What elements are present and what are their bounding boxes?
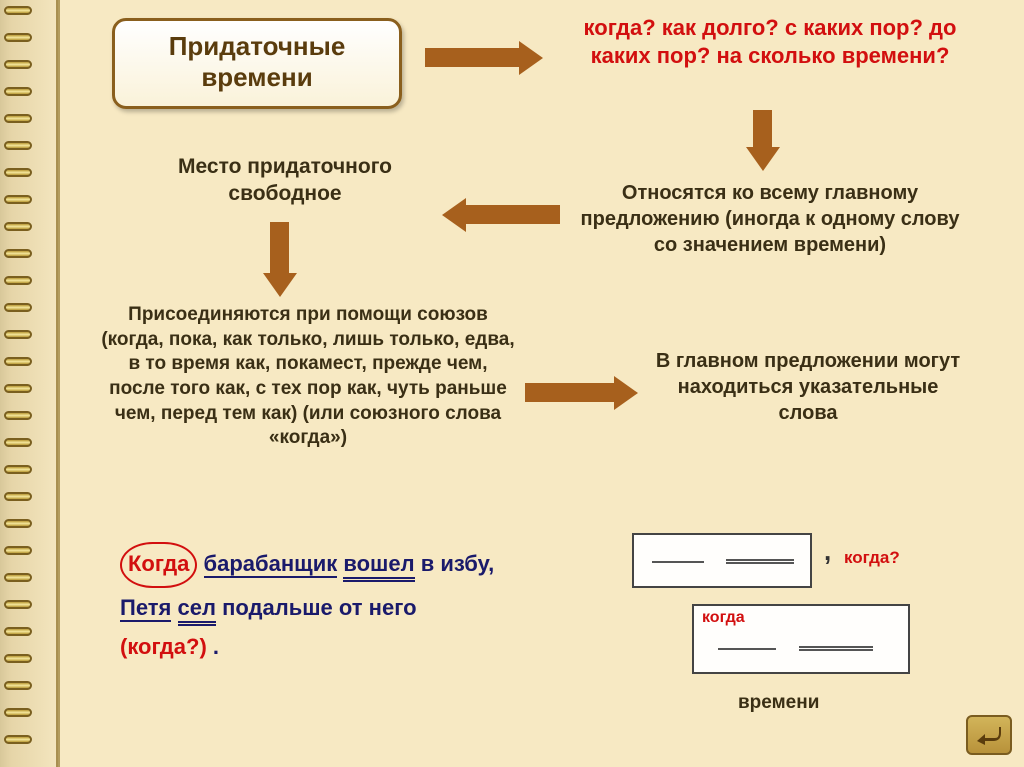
schema-conj: когда [702, 609, 745, 627]
schema-diagram: когда? , когда времени [600, 520, 920, 740]
schema-sub-box: когда [692, 604, 910, 674]
arrow-head-4 [263, 273, 297, 297]
relates-block: Относятся ко всему главному предложению … [570, 180, 970, 258]
schema-caption: времени [738, 692, 819, 714]
title-line2: времени [129, 62, 385, 93]
arrow-head-2 [746, 147, 780, 171]
example-word-kogda: Когда [120, 542, 197, 588]
example-sentence: Когда барабанщик вошел в избу, Петя сел … [120, 542, 540, 667]
example-subject2: Петя [120, 595, 171, 622]
return-arrow-icon [975, 723, 1003, 747]
position-block: Место придаточного свободное [145, 153, 425, 208]
notebook-spine [0, 0, 58, 767]
arrow-head-5 [614, 376, 638, 410]
example-w7: подальше от него [222, 595, 416, 620]
arrow-relates-to-pos [465, 205, 560, 224]
notebook-page: Придаточные времени когда? как долго? с … [58, 0, 1024, 767]
arrow-pos-to-joins [270, 222, 289, 274]
example-pred1: вошел [343, 551, 414, 582]
schema-main-box [632, 533, 812, 588]
arrow-head-1 [519, 41, 543, 75]
example-w4: в избу, [421, 551, 495, 576]
arrow-title-to-questions [425, 48, 520, 67]
arrow-joins-to-indic [525, 383, 615, 402]
schema-comma: , [824, 536, 831, 567]
title-line1: Придаточные [129, 31, 385, 62]
example-subject1: барабанщик [204, 551, 338, 578]
indic-block: В главном предложении могут находиться у… [648, 348, 968, 426]
questions-block: когда? как долго? с каких пор? до каких … [560, 14, 980, 70]
arrow-q-to-relates [753, 110, 772, 148]
joins-block: Присоединяются при помощи союзов (когда,… [100, 303, 516, 451]
title-box: Придаточные времени [112, 18, 402, 109]
schema-q: когда? [844, 548, 900, 568]
back-button[interactable] [966, 715, 1012, 755]
arrow-head-3 [442, 198, 466, 232]
example-pred2: сел [178, 595, 216, 626]
example-question: (когда?) [120, 634, 207, 659]
